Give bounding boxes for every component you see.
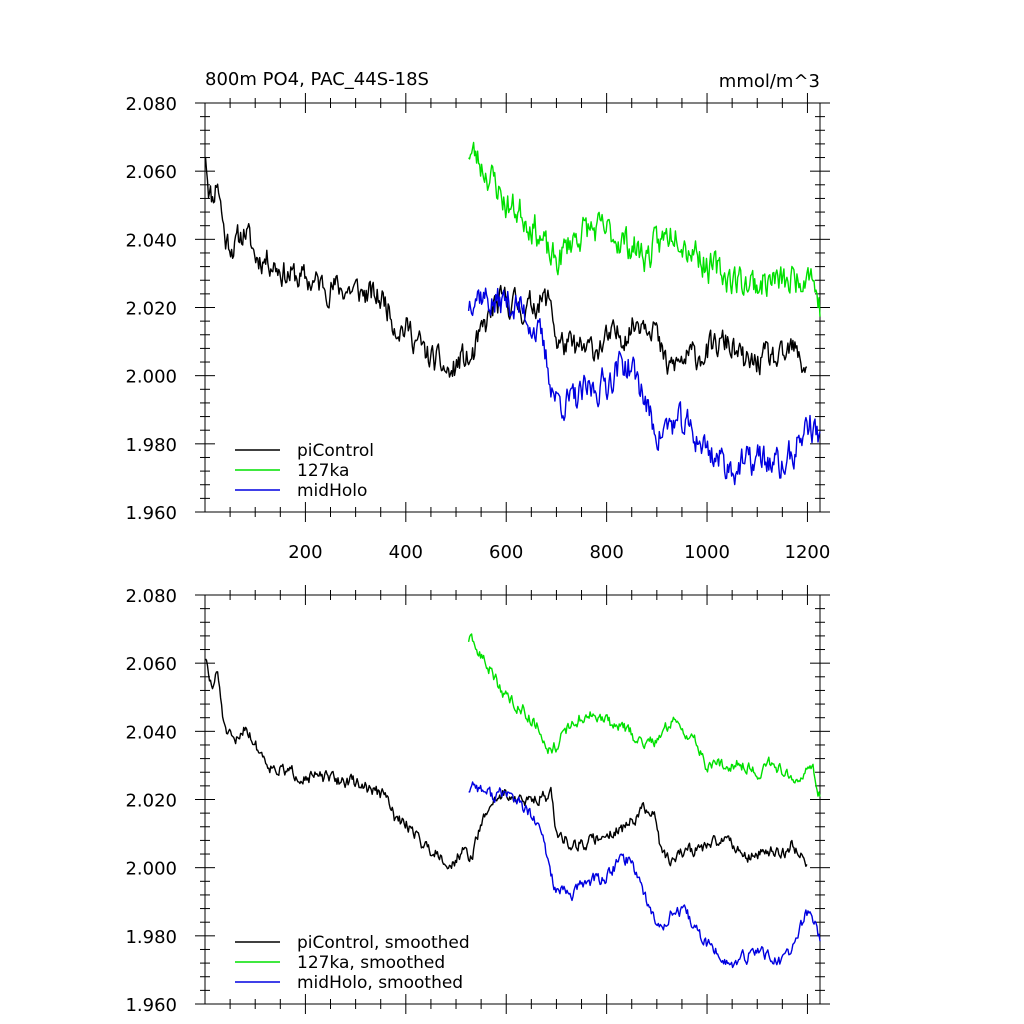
bottom-panel-ticks <box>195 585 830 1014</box>
top-panel-series-line-picontrol <box>204 156 808 378</box>
bottom-panel-legend-label: piControl, smoothed <box>297 933 470 953</box>
top-panel-x-tick-label: 200 <box>288 542 322 563</box>
top-panel-x-tick-label: 1000 <box>684 542 730 563</box>
top-panel-y-tick-label: 2.060 <box>125 162 177 183</box>
bottom-panel-y-tick-label: 1.960 <box>125 995 177 1016</box>
top-panel-x-tick-label: 800 <box>589 542 623 563</box>
top-panel-y-tick-label: 2.080 <box>125 94 177 115</box>
top-panel-y-tick-label: 2.040 <box>125 230 177 251</box>
bottom-panel-y-tick-labels: 1.960 1.980 2.000 2.020 2.040 2.060 2.080 <box>125 586 177 1016</box>
bottom-panel-series-line-127ka <box>467 633 821 797</box>
top-panel-y-tick-label: 1.960 <box>125 503 177 524</box>
bottom-panel-series <box>204 633 821 969</box>
bottom-panel-y-tick-label: 2.020 <box>125 791 177 812</box>
top-panel-x-tick-label: 400 <box>389 542 423 563</box>
bottom-panel-legend-label: 127ka, smoothed <box>297 953 445 973</box>
bottom-panel: 1.960 1.980 2.000 2.020 2.040 2.060 2.080 piCo… <box>125 585 830 1016</box>
top-panel-ticks <box>195 93 830 522</box>
bottom-panel-y-tick-label: 2.060 <box>125 654 177 675</box>
bottom-panel-legend-label: midHolo, smoothed <box>297 973 463 993</box>
top-panel-y-tick-labels: 1.960 1.980 2.000 2.020 2.040 2.060 2.080 <box>125 94 177 524</box>
top-panel-x-tick-labels: 200 400 600 800 1000 1200 <box>288 542 830 563</box>
top-panel-y-tick-label: 1.980 <box>125 435 177 456</box>
bottom-panel-series-line-midholo <box>468 781 821 969</box>
top-panel-title: 800m PO4, PAC_44S-18S <box>205 69 429 90</box>
top-panel-legend-label: midHolo <box>297 481 367 501</box>
top-panel-series-line-midholo <box>467 287 821 486</box>
top-panel-series <box>204 141 821 486</box>
top-panel-x-tick-label: 1200 <box>785 542 831 563</box>
top-panel-x-tick-label: 600 <box>489 542 523 563</box>
top-panel-series-line-127ka <box>468 141 821 317</box>
bottom-panel-y-tick-label: 1.980 <box>125 927 177 948</box>
top-panel-legend-label: 127ka <box>297 461 349 481</box>
top-panel-y-tick-label: 2.000 <box>125 367 177 388</box>
top-panel-legend-label: piControl <box>297 441 374 461</box>
bottom-panel-y-tick-label: 2.040 <box>125 722 177 743</box>
top-panel-y-tick-label: 2.020 <box>125 299 177 320</box>
top-panel: 800m PO4, PAC_44S-18S mmol/m^3 1.960 1.98… <box>125 69 830 563</box>
top-panel-units: mmol/m^3 <box>719 71 820 92</box>
bottom-panel-y-tick-label: 2.000 <box>125 859 177 880</box>
bottom-panel-y-tick-label: 2.080 <box>125 586 177 607</box>
